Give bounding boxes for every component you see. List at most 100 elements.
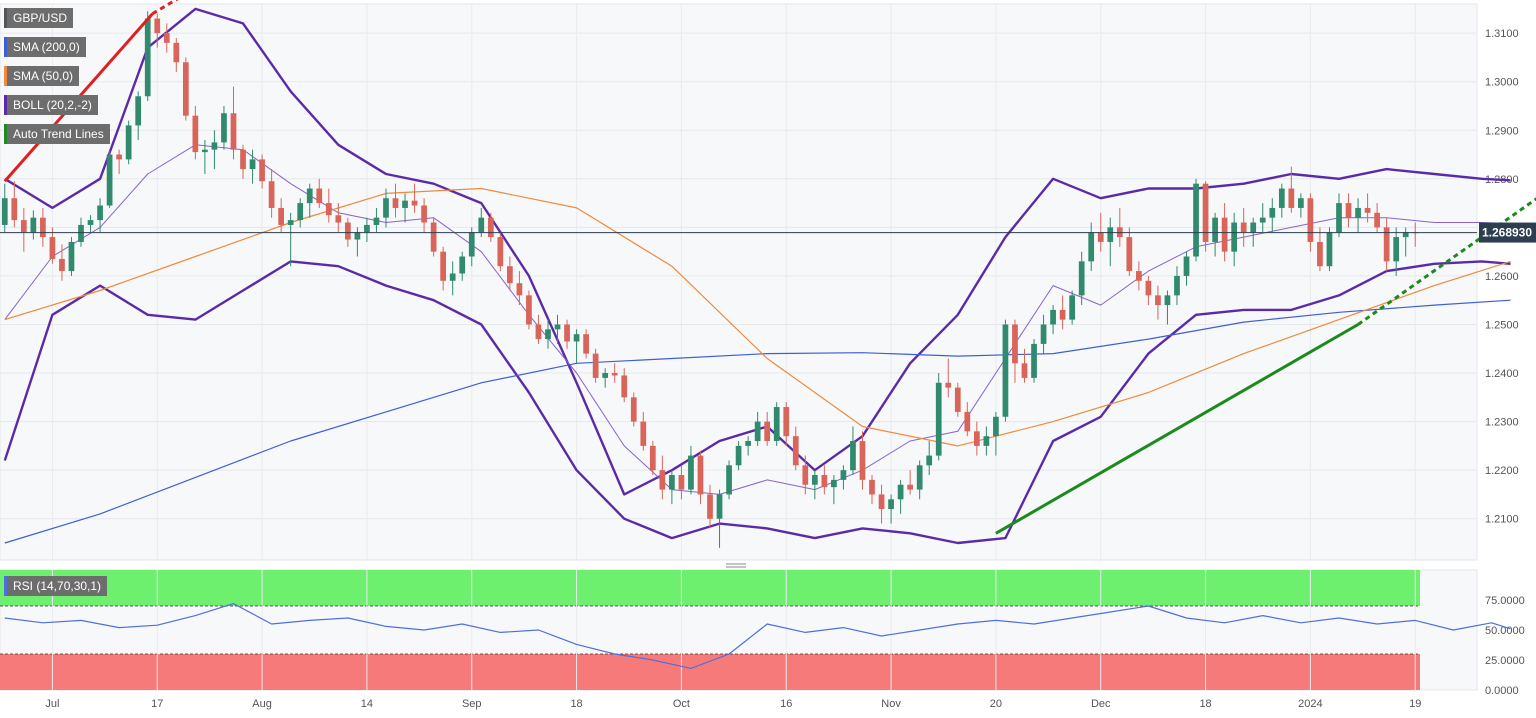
bullish-candle	[726, 465, 732, 495]
bullish-candle	[831, 479, 837, 488]
bullish-candle	[1164, 295, 1171, 306]
bearish-candle	[230, 113, 237, 150]
legend-boll[interactable]: BOLL (20,2,-2)	[4, 95, 98, 115]
x-tick-label: Jul	[45, 698, 59, 710]
bullish-candle	[811, 475, 818, 485]
bearish-candle	[240, 149, 246, 170]
x-tick-label: 16	[780, 698, 792, 710]
bearish-candle	[1221, 217, 1228, 252]
price-y-tick-label: 1.2100	[1485, 514, 1519, 526]
bearish-candle	[507, 266, 513, 284]
bearish-candle	[392, 198, 399, 208]
trend-line-green	[995, 323, 1359, 535]
bullish-candle	[373, 217, 380, 225]
bullish-candle	[545, 329, 551, 340]
bullish-candle	[306, 188, 313, 204]
bullish-candle	[383, 198, 389, 218]
x-tick-label: 14	[361, 698, 373, 710]
price-y-tick-label: 1.2900	[1485, 125, 1519, 137]
bullish-candle	[135, 96, 142, 126]
bullish-candle	[735, 445, 742, 466]
x-tick-label: Nov	[881, 698, 901, 710]
legend-sma50[interactable]: SMA (50,0)	[4, 66, 80, 86]
legend-trend-lines[interactable]: Auto Trend Lines	[4, 124, 110, 144]
bullish-candle	[30, 217, 37, 233]
bearish-candle	[497, 237, 504, 267]
bearish-candle	[49, 237, 56, 259]
bearish-candle	[154, 18, 161, 34]
legend-symbol[interactable]: GBP/USD	[4, 8, 74, 28]
bullish-candle	[402, 200, 408, 208]
bearish-candle	[973, 431, 980, 446]
bearish-candle	[430, 222, 437, 252]
bearish-candle	[1021, 363, 1028, 378]
bullish-candle	[1259, 217, 1266, 223]
bollinger-middle-band	[4, 144, 1511, 495]
bullish-candle	[468, 232, 475, 257]
legend-rsi[interactable]: RSI (14,70,30,1)	[4, 576, 108, 596]
bullish-candle	[1078, 261, 1085, 296]
price-y-tick-label: 1.3000	[1485, 77, 1519, 89]
bearish-candle	[697, 455, 704, 495]
bullish-candle	[1183, 256, 1190, 276]
bearish-candle	[792, 436, 799, 466]
x-tick-label: 18	[570, 698, 582, 710]
bullish-candle	[78, 224, 84, 242]
price-y-tick-label: 1.2300	[1485, 417, 1519, 429]
bullish-candle	[669, 475, 675, 490]
bearish-candle	[878, 494, 885, 510]
bullish-candle	[364, 224, 370, 233]
bullish-candle	[888, 499, 894, 510]
bearish-candle	[1307, 198, 1314, 242]
bullish-candle	[87, 220, 94, 225]
price-plot-area	[0, 3, 1478, 561]
x-tick-label: Oct	[673, 698, 690, 710]
bullish-candle	[554, 324, 561, 330]
bearish-candle	[564, 324, 570, 342]
bearish-candle	[707, 494, 713, 519]
bullish-candle	[221, 113, 227, 143]
bearish-candle	[1059, 309, 1066, 320]
bearish-candle	[344, 222, 351, 240]
bearish-candle	[487, 217, 494, 238]
bullish-candle	[602, 373, 609, 378]
price-y-tick-label: 1.3100	[1485, 28, 1519, 40]
bearish-candle	[1145, 280, 1152, 296]
bullish-candle	[97, 205, 103, 221]
bullish-candle	[478, 217, 485, 233]
bearish-candle	[1136, 271, 1142, 281]
legend-sma200[interactable]: SMA (200,0)	[4, 37, 86, 57]
bullish-candle	[1231, 222, 1238, 252]
bullish-candle	[688, 455, 694, 490]
bullish-candle	[993, 416, 999, 437]
bearish-candle	[421, 205, 427, 223]
bearish-candle	[592, 353, 599, 378]
bullish-candle	[144, 18, 151, 97]
x-tick-label: 19	[1409, 698, 1421, 710]
x-tick-label: Sep	[462, 698, 482, 710]
bullish-candle	[745, 441, 751, 446]
bearish-candle	[335, 215, 342, 223]
bearish-candle	[945, 382, 952, 388]
bearish-candle	[802, 465, 809, 485]
bearish-candle	[411, 200, 418, 206]
bullish-candle	[573, 334, 580, 342]
bearish-candle	[173, 42, 180, 63]
x-tick-label: Dec	[1091, 698, 1111, 710]
bullish-candle	[1326, 232, 1333, 267]
bearish-candle	[182, 62, 189, 116]
bullish-candle	[897, 484, 904, 500]
bullish-candle	[1069, 295, 1076, 320]
bearish-candle	[59, 258, 65, 272]
bearish-candle	[1374, 212, 1380, 228]
bearish-candle	[821, 475, 828, 488]
bullish-candle	[1002, 324, 1009, 417]
bullish-candle	[249, 159, 256, 170]
bearish-candle	[621, 375, 628, 398]
sma-50-line	[4, 187, 1511, 447]
bullish-candle	[211, 142, 218, 150]
price-y-tick-label: 1.2200	[1485, 465, 1519, 477]
sma-200-line	[4, 299, 1511, 544]
